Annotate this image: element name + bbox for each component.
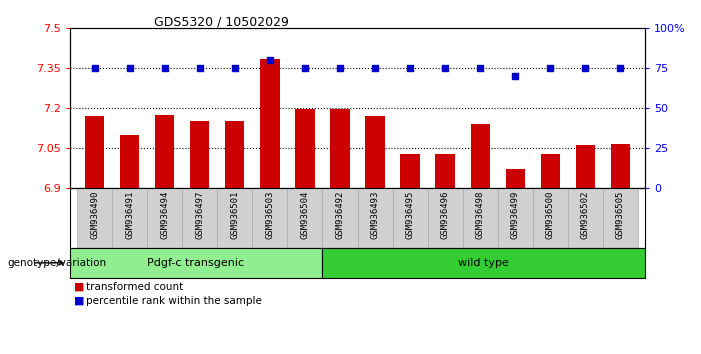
Point bbox=[475, 65, 486, 71]
Text: GSM936500: GSM936500 bbox=[546, 190, 554, 239]
Point bbox=[580, 65, 591, 71]
Bar bbox=[190, 121, 210, 188]
Text: GSM936504: GSM936504 bbox=[301, 190, 309, 239]
FancyBboxPatch shape bbox=[182, 188, 217, 248]
FancyBboxPatch shape bbox=[77, 188, 112, 248]
Bar bbox=[400, 154, 420, 188]
Bar bbox=[120, 135, 139, 188]
Point bbox=[124, 65, 135, 71]
Point bbox=[404, 65, 416, 71]
Text: GSM936498: GSM936498 bbox=[476, 190, 484, 239]
Text: GDS5320 / 10502029: GDS5320 / 10502029 bbox=[154, 16, 289, 29]
FancyBboxPatch shape bbox=[322, 188, 358, 248]
Text: percentile rank within the sample: percentile rank within the sample bbox=[86, 296, 261, 306]
Point bbox=[334, 65, 346, 71]
Bar bbox=[330, 109, 350, 188]
Text: transformed count: transformed count bbox=[86, 282, 183, 292]
FancyBboxPatch shape bbox=[217, 188, 252, 248]
Point bbox=[194, 65, 205, 71]
Text: GSM936490: GSM936490 bbox=[90, 190, 99, 239]
Point bbox=[264, 57, 275, 63]
Bar bbox=[576, 145, 595, 188]
Bar bbox=[225, 121, 245, 188]
Bar bbox=[505, 169, 525, 188]
Bar bbox=[260, 59, 280, 188]
Point bbox=[369, 65, 381, 71]
Text: GSM936497: GSM936497 bbox=[196, 190, 204, 239]
Text: Pdgf-c transgenic: Pdgf-c transgenic bbox=[147, 258, 245, 268]
Text: GSM936503: GSM936503 bbox=[266, 190, 274, 239]
Point bbox=[89, 65, 100, 71]
FancyBboxPatch shape bbox=[428, 188, 463, 248]
Point bbox=[615, 65, 626, 71]
FancyBboxPatch shape bbox=[463, 188, 498, 248]
Bar bbox=[470, 124, 490, 188]
Text: wild type: wild type bbox=[458, 258, 509, 268]
FancyBboxPatch shape bbox=[252, 188, 287, 248]
Text: GSM936494: GSM936494 bbox=[161, 190, 169, 239]
Point bbox=[545, 65, 556, 71]
Text: genotype/variation: genotype/variation bbox=[7, 258, 106, 268]
Bar bbox=[85, 116, 104, 188]
Text: GSM936492: GSM936492 bbox=[336, 190, 344, 239]
FancyBboxPatch shape bbox=[393, 188, 428, 248]
Bar bbox=[611, 144, 630, 188]
Text: GSM936491: GSM936491 bbox=[125, 190, 134, 239]
Point bbox=[510, 73, 521, 79]
FancyBboxPatch shape bbox=[287, 188, 322, 248]
FancyBboxPatch shape bbox=[358, 188, 393, 248]
Text: GSM936502: GSM936502 bbox=[581, 190, 590, 239]
Text: GSM936499: GSM936499 bbox=[511, 190, 519, 239]
FancyBboxPatch shape bbox=[568, 188, 603, 248]
Text: ■: ■ bbox=[74, 296, 84, 306]
Text: GSM936496: GSM936496 bbox=[441, 190, 449, 239]
Bar bbox=[295, 109, 315, 188]
Point bbox=[299, 65, 311, 71]
Point bbox=[440, 65, 451, 71]
Text: GSM936493: GSM936493 bbox=[371, 190, 379, 239]
FancyBboxPatch shape bbox=[603, 188, 638, 248]
Text: GSM936495: GSM936495 bbox=[406, 190, 414, 239]
Bar bbox=[155, 115, 175, 188]
FancyBboxPatch shape bbox=[498, 188, 533, 248]
FancyBboxPatch shape bbox=[147, 188, 182, 248]
FancyBboxPatch shape bbox=[533, 188, 568, 248]
Bar bbox=[365, 116, 385, 188]
Text: GSM936505: GSM936505 bbox=[616, 190, 625, 239]
Text: GSM936501: GSM936501 bbox=[231, 190, 239, 239]
Bar bbox=[435, 154, 455, 188]
Text: ■: ■ bbox=[74, 282, 84, 292]
FancyBboxPatch shape bbox=[112, 188, 147, 248]
Bar bbox=[540, 154, 560, 188]
Point bbox=[229, 65, 240, 71]
Point bbox=[159, 65, 170, 71]
